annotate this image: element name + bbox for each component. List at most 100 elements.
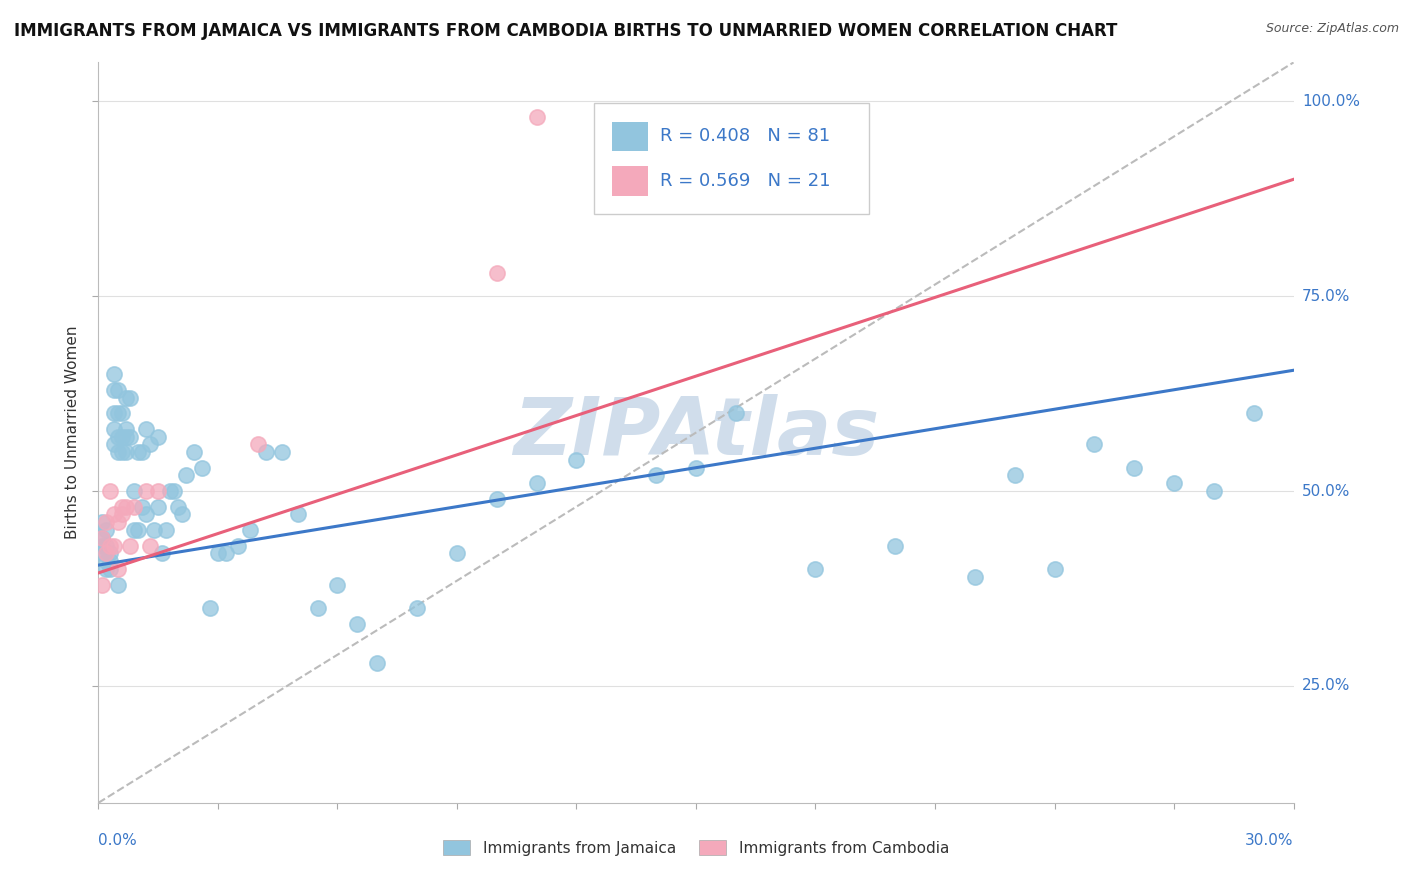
- Text: Source: ZipAtlas.com: Source: ZipAtlas.com: [1265, 22, 1399, 36]
- Point: [685, 460, 707, 475]
- Point: [526, 476, 548, 491]
- Point: [1202, 484, 1225, 499]
- Point: [107, 406, 129, 420]
- Text: 50.0%: 50.0%: [1302, 483, 1350, 499]
- Point: [191, 460, 214, 475]
- Point: [804, 562, 827, 576]
- Y-axis label: Births to Unmarried Women: Births to Unmarried Women: [65, 326, 80, 540]
- Point: [107, 383, 129, 397]
- Text: IMMIGRANTS FROM JAMAICA VS IMMIGRANTS FROM CAMBODIA BIRTHS TO UNMARRIED WOMEN CO: IMMIGRANTS FROM JAMAICA VS IMMIGRANTS FR…: [14, 22, 1118, 40]
- Text: 25.0%: 25.0%: [1302, 679, 1350, 693]
- Point: [346, 616, 368, 631]
- Point: [167, 500, 190, 514]
- Point: [115, 429, 138, 443]
- Point: [107, 445, 129, 459]
- Point: [198, 601, 221, 615]
- Point: [124, 523, 146, 537]
- Point: [139, 539, 162, 553]
- Legend: Immigrants from Jamaica, Immigrants from Cambodia: Immigrants from Jamaica, Immigrants from…: [437, 834, 955, 862]
- Point: [115, 391, 138, 405]
- Point: [1083, 437, 1105, 451]
- Point: [326, 577, 349, 591]
- Point: [565, 453, 588, 467]
- Point: [131, 445, 153, 459]
- Point: [1004, 468, 1026, 483]
- Point: [485, 266, 508, 280]
- Point: [107, 429, 129, 443]
- Point: [150, 546, 173, 560]
- Point: [120, 539, 142, 553]
- Point: [131, 500, 153, 514]
- Point: [115, 500, 138, 514]
- Point: [485, 491, 508, 506]
- Point: [254, 445, 277, 459]
- Point: [207, 546, 229, 560]
- Point: [246, 437, 269, 451]
- Point: [124, 500, 146, 514]
- Point: [135, 508, 157, 522]
- Point: [91, 531, 114, 545]
- Point: [148, 484, 170, 499]
- Text: 100.0%: 100.0%: [1302, 94, 1360, 109]
- Point: [91, 515, 114, 529]
- Point: [111, 445, 134, 459]
- Point: [366, 656, 388, 670]
- Point: [91, 546, 114, 560]
- Point: [111, 429, 134, 443]
- Text: R = 0.408   N = 81: R = 0.408 N = 81: [661, 128, 830, 145]
- Point: [103, 539, 125, 553]
- Point: [107, 577, 129, 591]
- Point: [91, 531, 114, 545]
- Point: [163, 484, 186, 499]
- Point: [526, 110, 548, 124]
- Point: [98, 562, 122, 576]
- Point: [120, 391, 142, 405]
- Point: [103, 508, 125, 522]
- Point: [135, 484, 157, 499]
- Point: [127, 523, 149, 537]
- Point: [103, 367, 125, 381]
- Point: [963, 570, 986, 584]
- Point: [91, 577, 114, 591]
- Point: [96, 523, 118, 537]
- Point: [143, 523, 166, 537]
- Text: 30.0%: 30.0%: [1246, 833, 1294, 848]
- Point: [115, 422, 138, 436]
- Text: ZIPAtlas: ZIPAtlas: [513, 393, 879, 472]
- Point: [111, 406, 134, 420]
- Point: [107, 562, 129, 576]
- Point: [115, 445, 138, 459]
- Point: [724, 406, 747, 420]
- Point: [103, 383, 125, 397]
- Point: [1123, 460, 1146, 475]
- Point: [103, 437, 125, 451]
- Point: [96, 554, 118, 568]
- Point: [183, 445, 205, 459]
- Point: [148, 429, 170, 443]
- Point: [96, 562, 118, 576]
- Point: [884, 539, 907, 553]
- Point: [103, 406, 125, 420]
- Point: [287, 508, 309, 522]
- Text: 75.0%: 75.0%: [1302, 289, 1350, 304]
- Point: [155, 523, 177, 537]
- Point: [96, 539, 118, 553]
- Point: [120, 429, 142, 443]
- Point: [127, 445, 149, 459]
- Point: [111, 500, 134, 514]
- FancyBboxPatch shape: [595, 103, 869, 214]
- Point: [1043, 562, 1066, 576]
- Point: [172, 508, 194, 522]
- Point: [270, 445, 292, 459]
- Point: [1243, 406, 1265, 420]
- Point: [107, 515, 129, 529]
- Point: [139, 437, 162, 451]
- Point: [111, 508, 134, 522]
- Point: [645, 468, 668, 483]
- Point: [91, 539, 114, 553]
- Text: R = 0.569   N = 21: R = 0.569 N = 21: [661, 172, 831, 190]
- Point: [159, 484, 181, 499]
- Point: [98, 554, 122, 568]
- Point: [1163, 476, 1185, 491]
- Point: [215, 546, 238, 560]
